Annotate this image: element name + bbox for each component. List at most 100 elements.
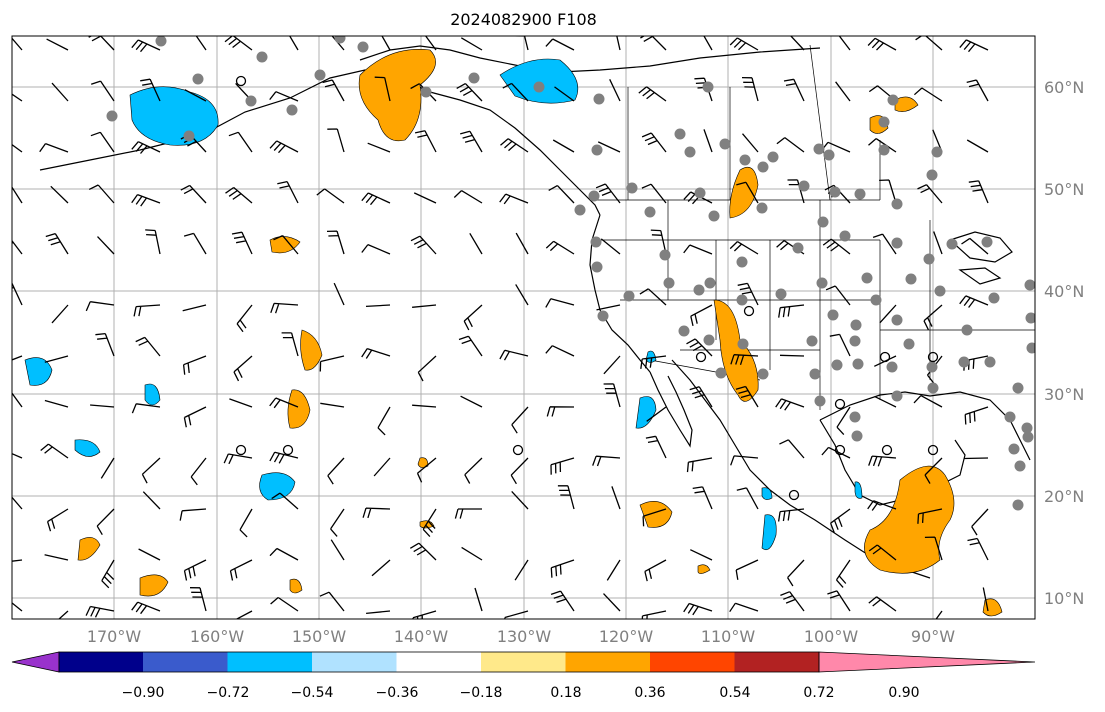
wind-barb — [12, 496, 23, 510]
calm-station-marker — [235, 444, 247, 456]
map-title: 2024082900 F108 — [450, 10, 597, 29]
wind-barb — [966, 79, 989, 102]
station-marker — [903, 338, 915, 350]
wind-barb — [690, 304, 713, 327]
colorbar-extend-min — [11, 651, 60, 673]
wind-barb — [917, 184, 943, 204]
lon-label: 90°W — [911, 627, 955, 646]
wind-barb — [12, 452, 23, 459]
wind-barb — [463, 304, 483, 331]
wind-barb — [729, 602, 759, 613]
station-marker — [314, 69, 326, 81]
wind-barb — [829, 333, 851, 357]
station-marker — [1024, 279, 1035, 291]
wind-barb — [362, 507, 391, 519]
wind-barb — [131, 601, 161, 615]
wind-barb — [410, 235, 437, 255]
wind-barb — [736, 487, 759, 510]
wind-barb — [12, 93, 23, 102]
wind-barb — [469, 232, 483, 255]
wind-barb — [703, 36, 713, 51]
wind-barb — [224, 36, 253, 51]
station-marker — [831, 359, 843, 371]
wind-barb — [550, 457, 575, 475]
wind-barb — [821, 446, 851, 459]
colorbar-segment — [650, 652, 735, 672]
station-marker — [886, 361, 898, 373]
station-marker — [593, 93, 605, 105]
wind-barb — [373, 457, 391, 477]
wind-barb — [550, 559, 575, 578]
station-marker — [946, 238, 958, 250]
wind-barb — [592, 455, 621, 467]
wind-barb — [322, 79, 345, 102]
wind-barb — [776, 137, 805, 153]
station-marker — [1004, 411, 1016, 423]
colorbar-segment — [396, 652, 481, 672]
wind-barb — [131, 141, 161, 154]
colorbar-segment — [59, 652, 143, 672]
station-marker — [878, 116, 890, 128]
station-marker — [792, 242, 804, 254]
station-marker — [1026, 342, 1035, 354]
wind-barb — [640, 36, 667, 51]
wind-barb — [686, 457, 713, 473]
station-marker — [590, 236, 602, 248]
wind-barb — [456, 83, 483, 102]
wind-barb — [319, 355, 345, 372]
wind-barb — [606, 559, 621, 581]
station-marker — [357, 41, 369, 53]
wind-barb — [90, 404, 115, 408]
station-marker — [597, 310, 609, 322]
wind-barb — [736, 181, 759, 204]
calm-station-marker — [834, 398, 846, 410]
wind-barb — [924, 536, 943, 561]
station-marker — [854, 188, 866, 200]
lon-label: 130°W — [497, 627, 552, 646]
wind-barb — [964, 406, 989, 425]
station-marker — [183, 130, 195, 142]
station-marker — [981, 236, 993, 248]
station-marker — [926, 169, 938, 181]
station-marker — [809, 368, 821, 380]
station-marker — [626, 182, 638, 194]
wind-barb — [183, 232, 207, 255]
station-marker — [106, 110, 118, 122]
wind-barb — [145, 229, 161, 255]
wind-barb — [511, 490, 529, 510]
colorbar-tick-label: −0.54 — [291, 685, 334, 701]
station-marker — [256, 51, 268, 63]
wind-barb — [180, 184, 207, 204]
wind-barb — [603, 383, 621, 408]
wind-barb — [557, 485, 575, 510]
wind-barb — [269, 140, 299, 154]
station-marker — [245, 95, 257, 107]
wind-barb — [269, 397, 299, 409]
wind-barb — [824, 184, 851, 204]
wind-barb — [46, 508, 69, 532]
wind-barb — [499, 349, 529, 361]
wind-barb — [777, 508, 805, 522]
wind-barb — [277, 180, 299, 204]
station-marker — [891, 314, 903, 326]
wind-barb — [968, 180, 989, 204]
calm-station-marker — [743, 305, 755, 317]
station-marker — [958, 356, 970, 368]
wind-barb — [546, 406, 575, 417]
wind-barb — [779, 439, 805, 459]
colorbar-segment — [227, 652, 312, 672]
calm-station-marker — [695, 351, 707, 363]
wind-barb — [500, 138, 529, 153]
wind-barb — [641, 132, 667, 153]
wind-barb — [603, 593, 621, 612]
calm-station-marker — [235, 75, 247, 87]
wind-barb — [915, 36, 943, 51]
wind-barb — [458, 335, 483, 357]
wind-barb — [377, 406, 391, 436]
station-marker — [988, 292, 1000, 304]
station-marker — [934, 285, 946, 297]
wind-barb — [644, 559, 667, 582]
lon-label: 100°W — [804, 627, 859, 646]
wind-barb — [835, 559, 851, 588]
wind-barb — [778, 304, 805, 318]
